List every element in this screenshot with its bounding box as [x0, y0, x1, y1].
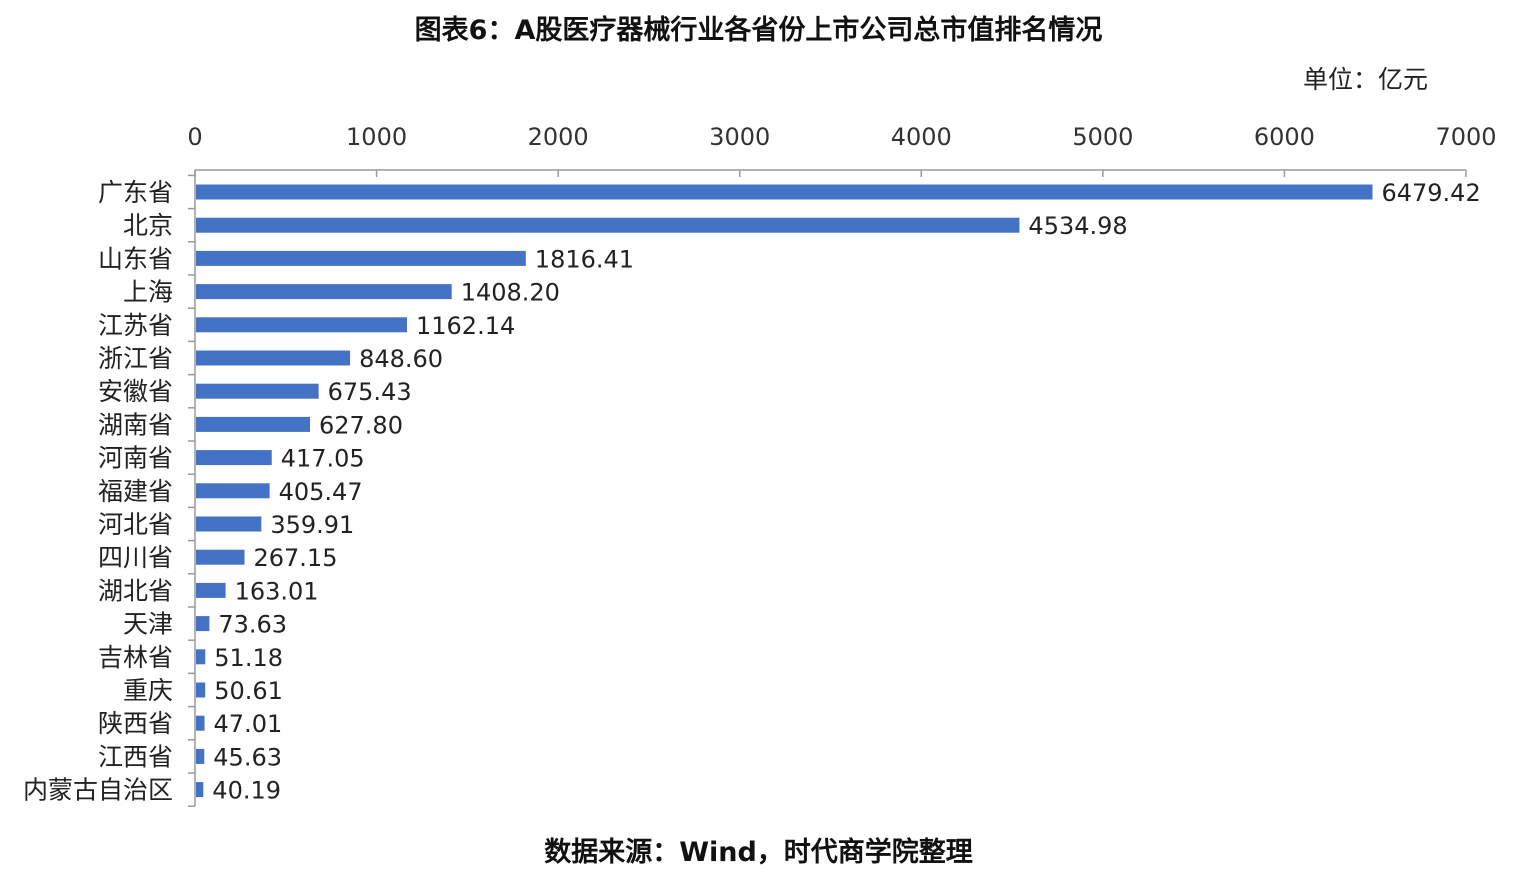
category-label: 上海: [123, 278, 173, 307]
data-label: 73.63: [218, 611, 287, 639]
x-tick-label: 6000: [1254, 123, 1315, 151]
category-label: 北京: [123, 211, 173, 240]
bar: [196, 284, 452, 300]
x-tick-label: 3000: [709, 123, 770, 151]
bar: [196, 682, 206, 698]
bar: [196, 649, 206, 665]
data-label: 1816.41: [535, 245, 634, 273]
x-axis: 0 1000 2000 3000 4000 5000 6000 7000: [187, 123, 1497, 807]
category-label: 江苏省: [98, 311, 173, 340]
data-label: 45.63: [213, 743, 282, 771]
data-label: 163.01: [235, 577, 319, 605]
bar: [196, 549, 245, 565]
bar: [196, 317, 408, 333]
category-label: 陕西省: [98, 709, 173, 738]
category-label: 山东省: [98, 244, 173, 273]
unit-label: 单位：亿元: [1302, 65, 1428, 94]
data-label: 1408.20: [461, 279, 560, 307]
x-tick-label: 2000: [528, 123, 589, 151]
category-label: 四川省: [98, 543, 173, 572]
category-label: 湖北省: [98, 576, 173, 605]
data-label: 47.01: [214, 710, 283, 738]
data-label: 40.19: [212, 777, 281, 805]
x-tick-label: 4000: [891, 123, 952, 151]
data-label: 6479.42: [1381, 179, 1480, 207]
value-labels: 6479.42 4534.98 1816.41 1408.20 1162.14 848.6…: [212, 179, 1480, 805]
category-label: 天津: [123, 610, 173, 639]
bar: [196, 715, 205, 731]
data-label: 627.80: [319, 411, 403, 439]
bar: [196, 217, 1020, 233]
bar: [196, 616, 210, 632]
bar: [196, 782, 204, 798]
bar: [196, 416, 310, 432]
x-tick-label: 1000: [346, 123, 407, 151]
bar: [196, 483, 270, 499]
category-label: 重庆: [123, 676, 173, 705]
bar: [196, 582, 226, 598]
data-label: 417.05: [281, 445, 365, 473]
x-tick-label: 7000: [1435, 123, 1496, 151]
bar: [196, 350, 351, 366]
data-label: 4534.98: [1028, 212, 1127, 240]
data-label: 51.18: [214, 644, 283, 672]
category-label: 安徽省: [98, 377, 173, 406]
data-label: 405.47: [279, 478, 363, 506]
data-label: 675.43: [328, 378, 412, 406]
category-label: 吉林省: [98, 643, 173, 672]
bar: [196, 516, 262, 532]
data-label: 50.61: [214, 677, 283, 705]
category-label: 河北省: [98, 510, 173, 539]
bars: [196, 184, 1373, 798]
category-label: 江西省: [98, 742, 173, 771]
x-tick-label: 0: [187, 123, 202, 151]
x-tick-label: 5000: [1072, 123, 1133, 151]
bar: [196, 250, 526, 266]
bar: [196, 748, 205, 764]
category-label: 广东省: [98, 178, 173, 207]
data-source: 数据来源：Wind，时代商学院整理: [544, 837, 973, 868]
category-label: 湖南省: [98, 410, 173, 439]
bar: [196, 383, 319, 399]
bar: [196, 184, 1373, 200]
data-label: 359.91: [270, 511, 354, 539]
category-label: 内蒙古自治区: [23, 776, 173, 805]
category-axis: 广东省北京山东省上海江苏省浙江省安徽省湖南省河南省福建省河北省四川省湖北省天津吉…: [23, 178, 173, 805]
chart-title: 图表6：A股医疗器械行业各省份上市公司总市值排名情况: [414, 15, 1103, 46]
data-label: 267.15: [254, 544, 338, 572]
data-label: 848.60: [359, 345, 443, 373]
data-label: 1162.14: [416, 312, 515, 340]
category-label: 浙江省: [98, 344, 173, 373]
category-label: 河南省: [98, 444, 173, 473]
bar: [196, 450, 272, 466]
category-label: 福建省: [98, 477, 173, 506]
